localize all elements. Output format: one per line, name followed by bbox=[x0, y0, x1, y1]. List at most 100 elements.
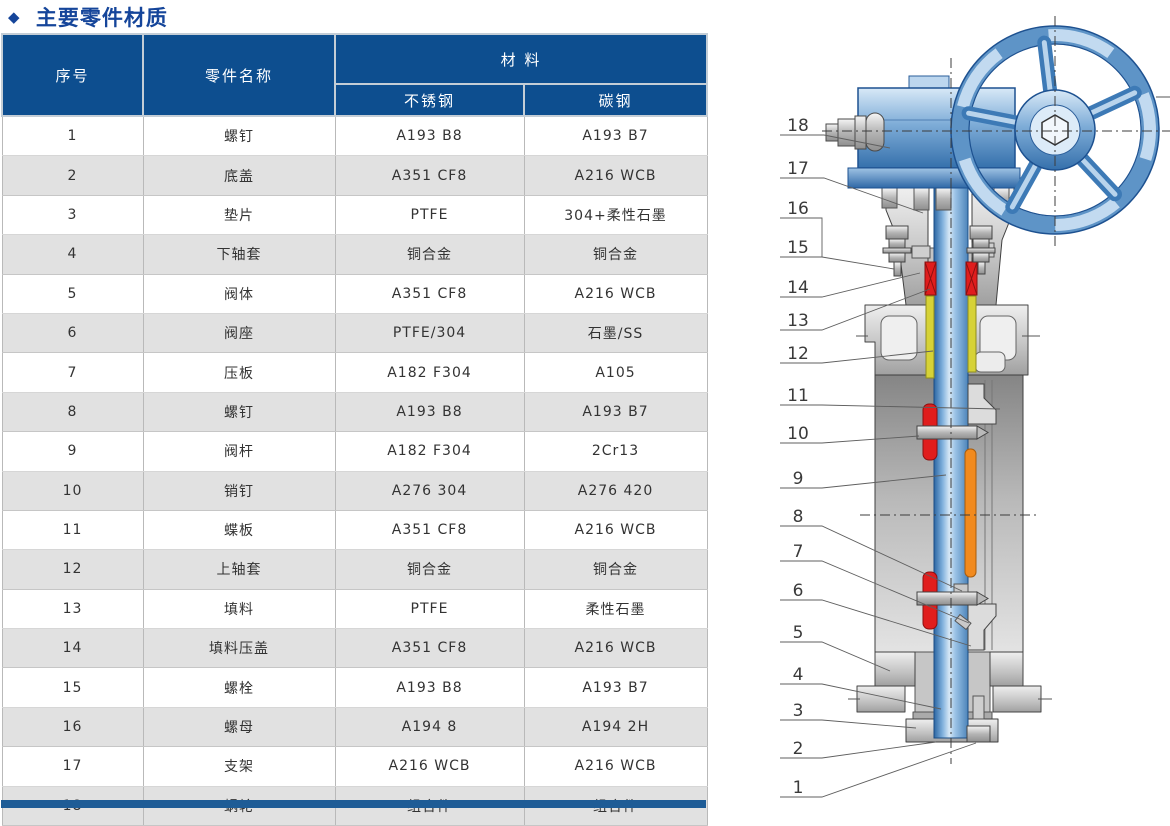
callout-leader-line bbox=[780, 256, 895, 270]
cell-ss: A193 B8 bbox=[334, 391, 525, 433]
col-header-material: 材 料 bbox=[334, 33, 708, 85]
cell-ss: 铜合金 bbox=[334, 549, 525, 590]
cell-cs: A193 B7 bbox=[523, 391, 708, 433]
butterfly-valve-cross-section-diagram: 18 17 16 15 14 13 12 11 10 9 8 7 6 5 4 3 2 1 bbox=[780, 16, 1170, 798]
cell-part: 螺栓 bbox=[142, 667, 336, 708]
cell-cs: A216 WCB bbox=[523, 155, 708, 196]
cell-ss: A194 8 bbox=[334, 706, 525, 748]
cell-cs: 铜合金 bbox=[523, 234, 708, 275]
callout-9: 9 bbox=[780, 469, 947, 489]
callout-number: 1 bbox=[793, 778, 804, 798]
table-row: 6 阀座 PTFE/304 石墨/SS bbox=[1, 312, 708, 354]
callout-leader-line bbox=[780, 435, 920, 444]
cell-part: 填料压盖 bbox=[142, 628, 336, 669]
upper-bushing-yellow-right bbox=[967, 295, 977, 373]
callout-1: 1 bbox=[780, 742, 977, 798]
callout-10: 10 bbox=[780, 424, 920, 444]
table-row: 2 底盖 A351 CF8 A216 WCB bbox=[1, 155, 708, 196]
table-row: 16 螺母 A194 8 A194 2H bbox=[1, 706, 708, 748]
cell-cs: 2Cr13 bbox=[523, 431, 708, 472]
seat-orange bbox=[964, 448, 977, 578]
callout-leader-line bbox=[780, 599, 972, 647]
cell-part: 下轴套 bbox=[142, 234, 336, 275]
table-bottom-accent-bar bbox=[1, 800, 706, 808]
callout-number: 2 bbox=[793, 739, 804, 759]
valve-internals bbox=[882, 225, 997, 743]
cell-part: 支架 bbox=[142, 746, 336, 787]
cell-part: 压板 bbox=[142, 352, 336, 393]
cell-ss: A193 B8 bbox=[334, 667, 525, 708]
disc-pin-lower bbox=[916, 591, 989, 606]
cell-no: 12 bbox=[1, 549, 144, 590]
callout-leader-line bbox=[780, 272, 921, 298]
cell-part: 底盖 bbox=[142, 155, 336, 196]
table-row: 15 螺栓 A193 B8 A193 B7 bbox=[1, 667, 708, 708]
callout-leader-line bbox=[780, 683, 942, 710]
callout-leader-line bbox=[780, 134, 891, 149]
col-header-part: 零件名称 bbox=[142, 33, 336, 117]
callout-17: 17 bbox=[780, 159, 924, 214]
callout-number: 5 bbox=[793, 623, 804, 643]
table-row: 14 填料压盖 A351 CF8 A216 WCB bbox=[1, 628, 708, 669]
callout-number: 18 bbox=[787, 116, 809, 136]
cell-no: 8 bbox=[1, 391, 144, 433]
callout-number: 12 bbox=[787, 344, 809, 364]
gland-plate-left bbox=[911, 245, 931, 259]
cell-ss: A351 CF8 bbox=[334, 628, 525, 669]
callout-number: 14 bbox=[787, 278, 809, 298]
cell-ss: A216 WCB bbox=[334, 746, 525, 787]
cell-ss: A351 CF8 bbox=[334, 510, 525, 551]
callout-leader-line bbox=[780, 719, 917, 729]
callout-15: 15 bbox=[780, 238, 895, 270]
cover-screw bbox=[966, 695, 991, 743]
cell-no: 11 bbox=[1, 510, 144, 551]
cell-cs: A216 WCB bbox=[523, 274, 708, 314]
callout-leader-line bbox=[780, 474, 947, 489]
cell-part: 螺钉 bbox=[142, 116, 336, 157]
cell-no: 2 bbox=[1, 155, 144, 196]
cell-part: 垫片 bbox=[142, 195, 336, 236]
cell-cs: A194 2H bbox=[523, 706, 708, 748]
callout-leader-line bbox=[780, 288, 931, 331]
cell-cs: A216 WCB bbox=[523, 510, 708, 551]
cell-ss: PTFE/304 bbox=[334, 312, 525, 354]
callout-13: 13 bbox=[780, 288, 931, 331]
diamond-icon: ◆ bbox=[8, 8, 21, 26]
table-row: 5 阀体 A351 CF8 A216 WCB bbox=[1, 274, 708, 314]
cell-no: 5 bbox=[1, 274, 144, 314]
cell-no: 15 bbox=[1, 667, 144, 708]
callout-14: 14 bbox=[780, 272, 921, 298]
cell-part: 阀体 bbox=[142, 274, 336, 314]
callout-number: 8 bbox=[793, 507, 804, 527]
callout-18: 18 bbox=[780, 116, 891, 149]
cell-part: 螺钉 bbox=[142, 391, 336, 433]
cell-ss: A351 CF8 bbox=[334, 274, 525, 314]
cell-cs: 304+柔性石墨 bbox=[523, 195, 708, 236]
callout-2: 2 bbox=[780, 739, 937, 759]
col-header-stainless: 不锈钢 bbox=[334, 83, 525, 117]
cell-ss: A351 CF8 bbox=[334, 155, 525, 196]
table-row: 12 上轴套 铜合金 铜合金 bbox=[1, 549, 708, 590]
callout-6: 6 bbox=[780, 581, 972, 647]
cell-cs: A105 bbox=[523, 352, 708, 393]
table-row: 1 螺钉 A193 B8 A193 B7 bbox=[1, 116, 708, 157]
callout-number: 10 bbox=[787, 424, 809, 444]
cell-ss: A182 F304 bbox=[334, 431, 525, 472]
materials-table: 序号 零件名称 材 料 不锈钢 碳钢 1 螺钉 A193 B8 A193 B7 2 底盖 A… bbox=[1, 33, 708, 826]
disc-screw bbox=[953, 583, 969, 593]
cell-part: 阀座 bbox=[142, 312, 336, 354]
callout-leader-line bbox=[780, 217, 823, 257]
cell-no: 9 bbox=[1, 431, 144, 472]
callout-number: 16 bbox=[787, 199, 809, 219]
cell-no: 3 bbox=[1, 195, 144, 236]
cell-no: 17 bbox=[1, 746, 144, 787]
gland-bolts-right bbox=[966, 225, 996, 275]
page-title-text: 主要零件材质 bbox=[35, 6, 168, 30]
cell-ss: PTFE bbox=[334, 195, 525, 236]
callout-leader-line bbox=[780, 177, 924, 214]
callout-number: 7 bbox=[793, 542, 804, 562]
cell-no: 7 bbox=[1, 352, 144, 393]
callout-16: 16 bbox=[780, 199, 823, 257]
callout-number: 4 bbox=[793, 665, 804, 685]
cell-no: 13 bbox=[1, 589, 144, 630]
